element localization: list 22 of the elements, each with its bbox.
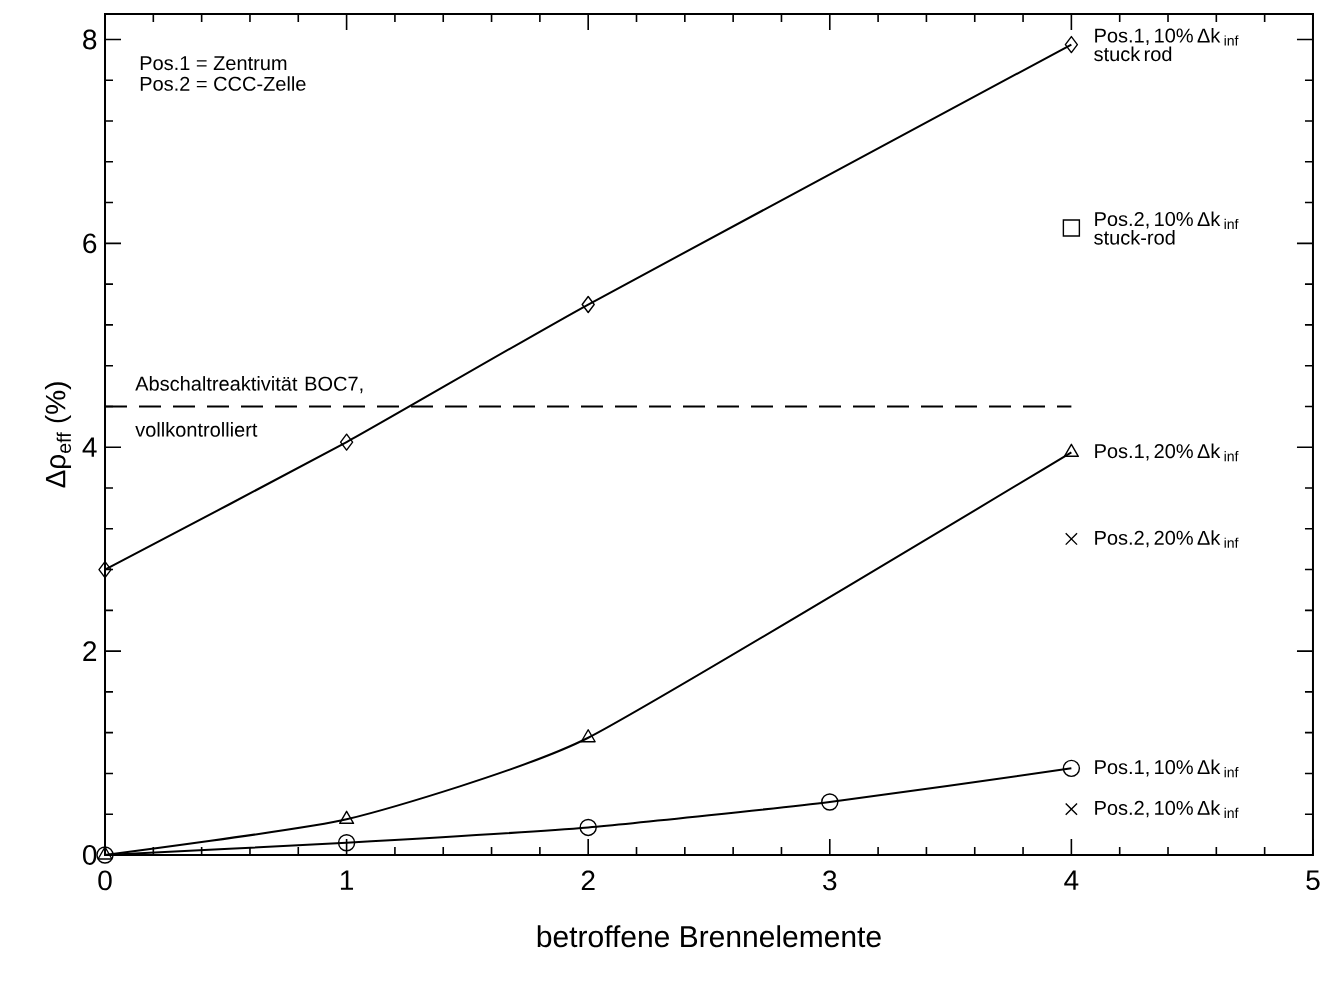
series-label: Pos.2, 20% Δk $_{inf}$: [1095, 530, 1239, 548]
x-axis-title: betroffene Brennelemente: [537, 925, 881, 948]
series-label: Pos.1, 20% Δk $_{inf}$: [1095, 443, 1239, 462]
text: Pos.1, 10% Δk $_{inf}$ stuck rod: [1094, 27, 1239, 62]
series-label: Pos.2, 10% Δk $_{inf}$: [1095, 800, 1239, 818]
y-tick-label: 6: [83, 233, 97, 254]
y-tick-label: 4: [82, 437, 97, 457]
x-tick-label: 5: [1306, 870, 1320, 891]
series-label: Pos.1, 10% Δk $_{inf}$: [1095, 759, 1239, 778]
y-axis-title: Δρ$_{eff}$ (%): [44, 382, 72, 488]
x-tick-label: 2: [581, 870, 595, 891]
x-tick-label: 3: [823, 870, 837, 891]
text: Pos.2, 10% Δk $_{inf}$ stuck-rod: [1094, 211, 1239, 245]
x-tick-label: 0: [98, 870, 112, 891]
y-tick-label: 0: [83, 845, 97, 865]
x-tick-label: 1: [340, 870, 354, 890]
annotation: Pos.1 = Zentrum: [140, 56, 287, 71]
text: Abschaltreaktivität BOC7, vollkontrolliert: [135, 376, 363, 437]
x-tick-label: 4: [1064, 870, 1079, 890]
annotation: Pos.2 = CCC-Zelle: [140, 76, 306, 91]
y-tick-label: 8: [83, 29, 97, 50]
y-tick-label: 2: [83, 641, 97, 661]
